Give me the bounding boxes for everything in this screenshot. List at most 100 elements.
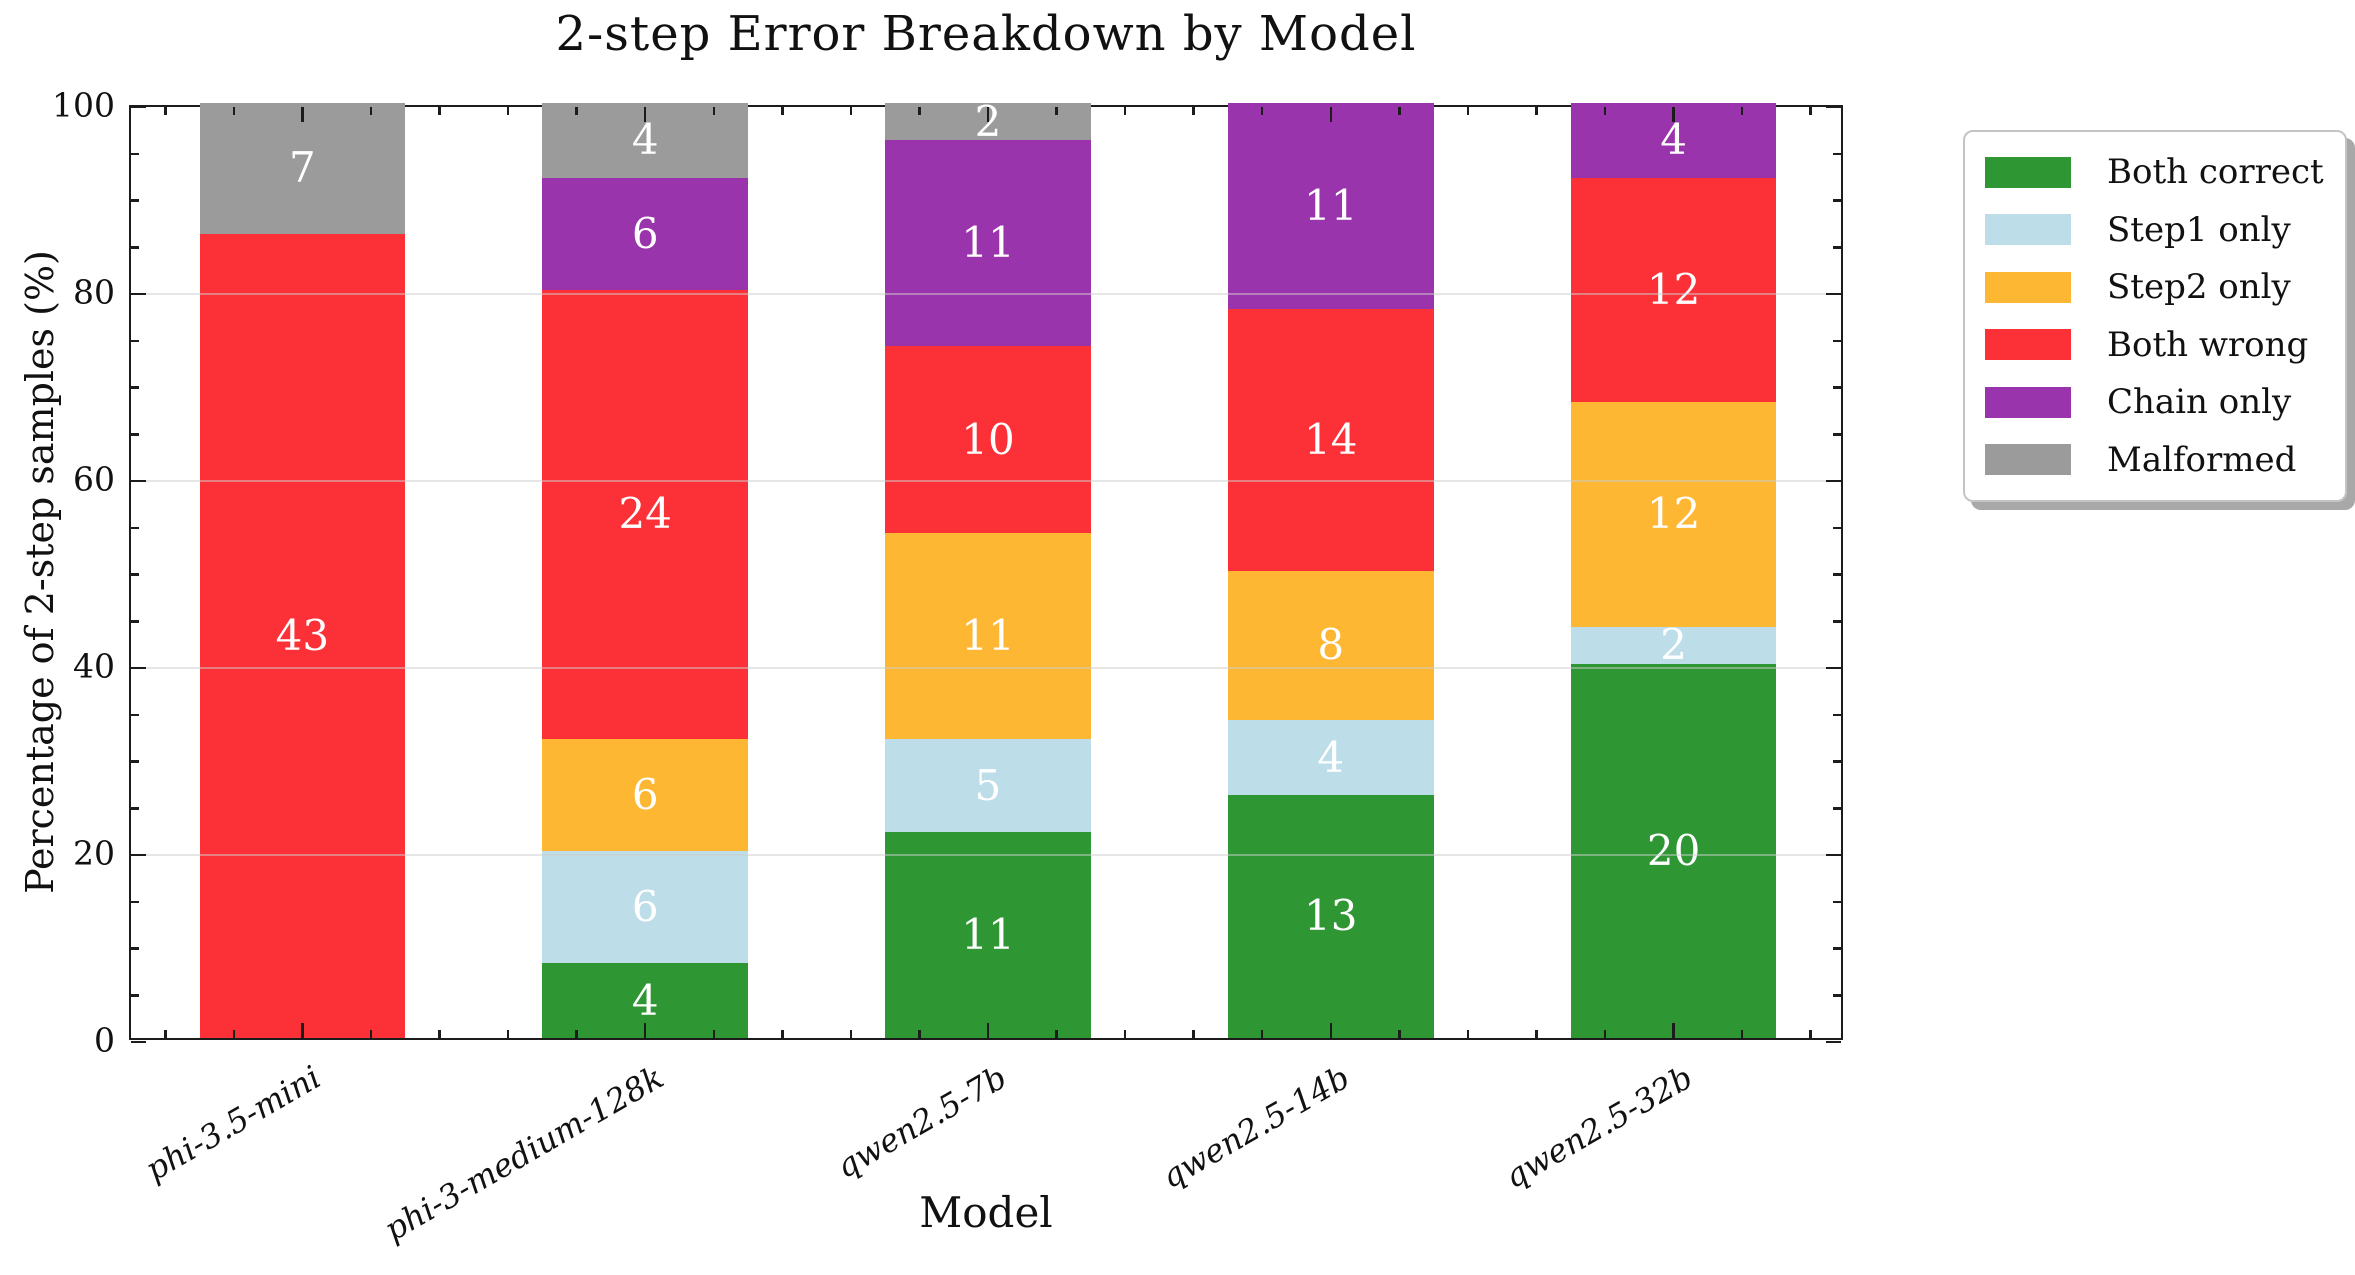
bar-phi-3-medium-128k: 4 6 6 24 6 4 (542, 103, 749, 1038)
x-tick-major (301, 107, 304, 122)
x-tick-major (986, 107, 990, 122)
x-tick-major (1672, 1023, 1675, 1038)
bar-qwen2.5-7b: 1151110112 (885, 100, 1091, 1038)
bar-value-label: 14 (1304, 414, 1358, 464)
x-tick-minor (1055, 107, 1058, 115)
x-tick-minor (712, 107, 715, 115)
bar-segment: 12 (1570, 177, 1777, 403)
x-tick-minor (918, 1030, 921, 1038)
x-tick-major (643, 107, 647, 122)
y-tick-minor (131, 900, 139, 903)
y-tick-minor (1833, 152, 1841, 155)
bar-value-label: 11 (961, 218, 1015, 268)
legend-swatch (1985, 329, 2071, 361)
x-tick-minor (1740, 1030, 1744, 1038)
x-tick-minor (164, 107, 167, 115)
bar-value-label: 20 (1646, 826, 1701, 875)
x-tick-minor (918, 107, 921, 115)
bar-segment: 4 (1227, 720, 1434, 795)
bar-value-label: 12 (1646, 489, 1701, 539)
y-tick-minor (131, 526, 139, 529)
x-tick-minor (438, 107, 441, 115)
bar-value-label: 11 (1304, 180, 1358, 230)
y-tick-major (1826, 666, 1841, 670)
y-tick-minor (1833, 339, 1841, 342)
x-tick-minor (1809, 1030, 1812, 1038)
x-tick-minor (1603, 107, 1607, 115)
x-tick-minor (506, 107, 510, 115)
bar-value-label: 4 (1660, 115, 1687, 165)
chart-title: 2-step Error Breakdown by Model (555, 6, 1417, 62)
y-tick-major (131, 292, 146, 296)
bar-value-label: 11 (961, 610, 1015, 660)
bar-value-label: 6 (631, 769, 659, 819)
bar-value-label: 43 (275, 610, 330, 660)
legend-label: Both wrong (2107, 324, 2309, 365)
bar-segment: 11 (885, 533, 1091, 739)
gridline-y-80 (131, 293, 1841, 295)
bar-qwen2.5-14b: 13 4 8 14 11 (1227, 103, 1434, 1038)
bar-value-label: 5 (974, 760, 1002, 810)
bar-value-label: 6 (631, 208, 659, 258)
bar-segment: 13 (1227, 794, 1434, 1038)
bar-segment: 20 (1570, 664, 1777, 1038)
y-tick-label: 60 (73, 459, 115, 499)
y-tick-minor (131, 573, 139, 576)
x-tick-minor (1260, 1030, 1264, 1038)
y-tick-label: 80 (73, 272, 115, 312)
gridline-y-20 (131, 854, 1841, 856)
bar-value-label: 7 (289, 143, 316, 193)
legend-box: Both correct Step1 only Step2 only Both wro… (1963, 130, 2347, 502)
bar-segment: 6 (542, 738, 749, 851)
bar-value-label: 13 (1304, 891, 1358, 941)
x-tick-minor (781, 107, 784, 115)
bar-value-label: 12 (1646, 265, 1701, 314)
x-tick-minor (575, 1030, 578, 1038)
gridline-y-60 (131, 480, 1841, 482)
bar-segment: 43 (199, 233, 406, 1038)
bar-segment: 4 (542, 103, 749, 178)
bar-value-label: 8 (1317, 620, 1345, 670)
x-tick-minor (1398, 107, 1401, 115)
legend-swatch (1985, 156, 2071, 188)
bar-segment: 6 (542, 851, 749, 964)
y-tick-minor (1833, 900, 1841, 903)
x-tick-major (986, 1023, 990, 1038)
x-tick-minor (1123, 1030, 1127, 1038)
x-tick-minor (1055, 1030, 1058, 1038)
bar-value-label: 4 (1317, 732, 1345, 782)
x-tick-minor (1535, 1030, 1538, 1038)
x-tick-minor (849, 107, 853, 115)
legend-swatch (1985, 386, 2071, 418)
y-tick-minor (1833, 620, 1841, 623)
y-tick-minor (1833, 807, 1841, 810)
x-tick-minor (506, 1030, 510, 1038)
y-tick-minor (1833, 199, 1841, 202)
x-tick-minor (1466, 1030, 1470, 1038)
x-tick-minor (1123, 107, 1127, 115)
y-tick-major (1826, 1040, 1841, 1044)
legend-label: Malformed (2107, 439, 2297, 480)
x-tick-label: qwen2.5-7b (829, 1058, 1013, 1186)
x-tick-label: phi-3.5-mini (139, 1058, 328, 1189)
y-tick-major (131, 853, 146, 857)
y-tick-minor (131, 152, 139, 155)
legend-swatch (1985, 214, 2071, 246)
legend-item: Chain only (1985, 382, 2325, 422)
bar-segment: 14 (1227, 308, 1434, 571)
bar-value-label: 11 (961, 910, 1015, 960)
x-tick-major (1329, 107, 1333, 122)
y-tick-minor (1833, 994, 1841, 997)
y-tick-minor (131, 339, 139, 342)
bar-segment: 2 (1570, 624, 1777, 666)
y-tick-major (131, 1040, 146, 1044)
y-tick-major (1826, 479, 1841, 483)
y-tick-minor (131, 199, 139, 202)
y-tick-minor (131, 807, 139, 810)
y-tick-label: 40 (73, 646, 115, 686)
bar-segment: 11 (885, 832, 1091, 1038)
y-axis-title: Percentage of 2-step samples (%) (18, 250, 62, 894)
y-tick-minor (1833, 573, 1841, 576)
x-tick-minor (712, 1030, 715, 1038)
